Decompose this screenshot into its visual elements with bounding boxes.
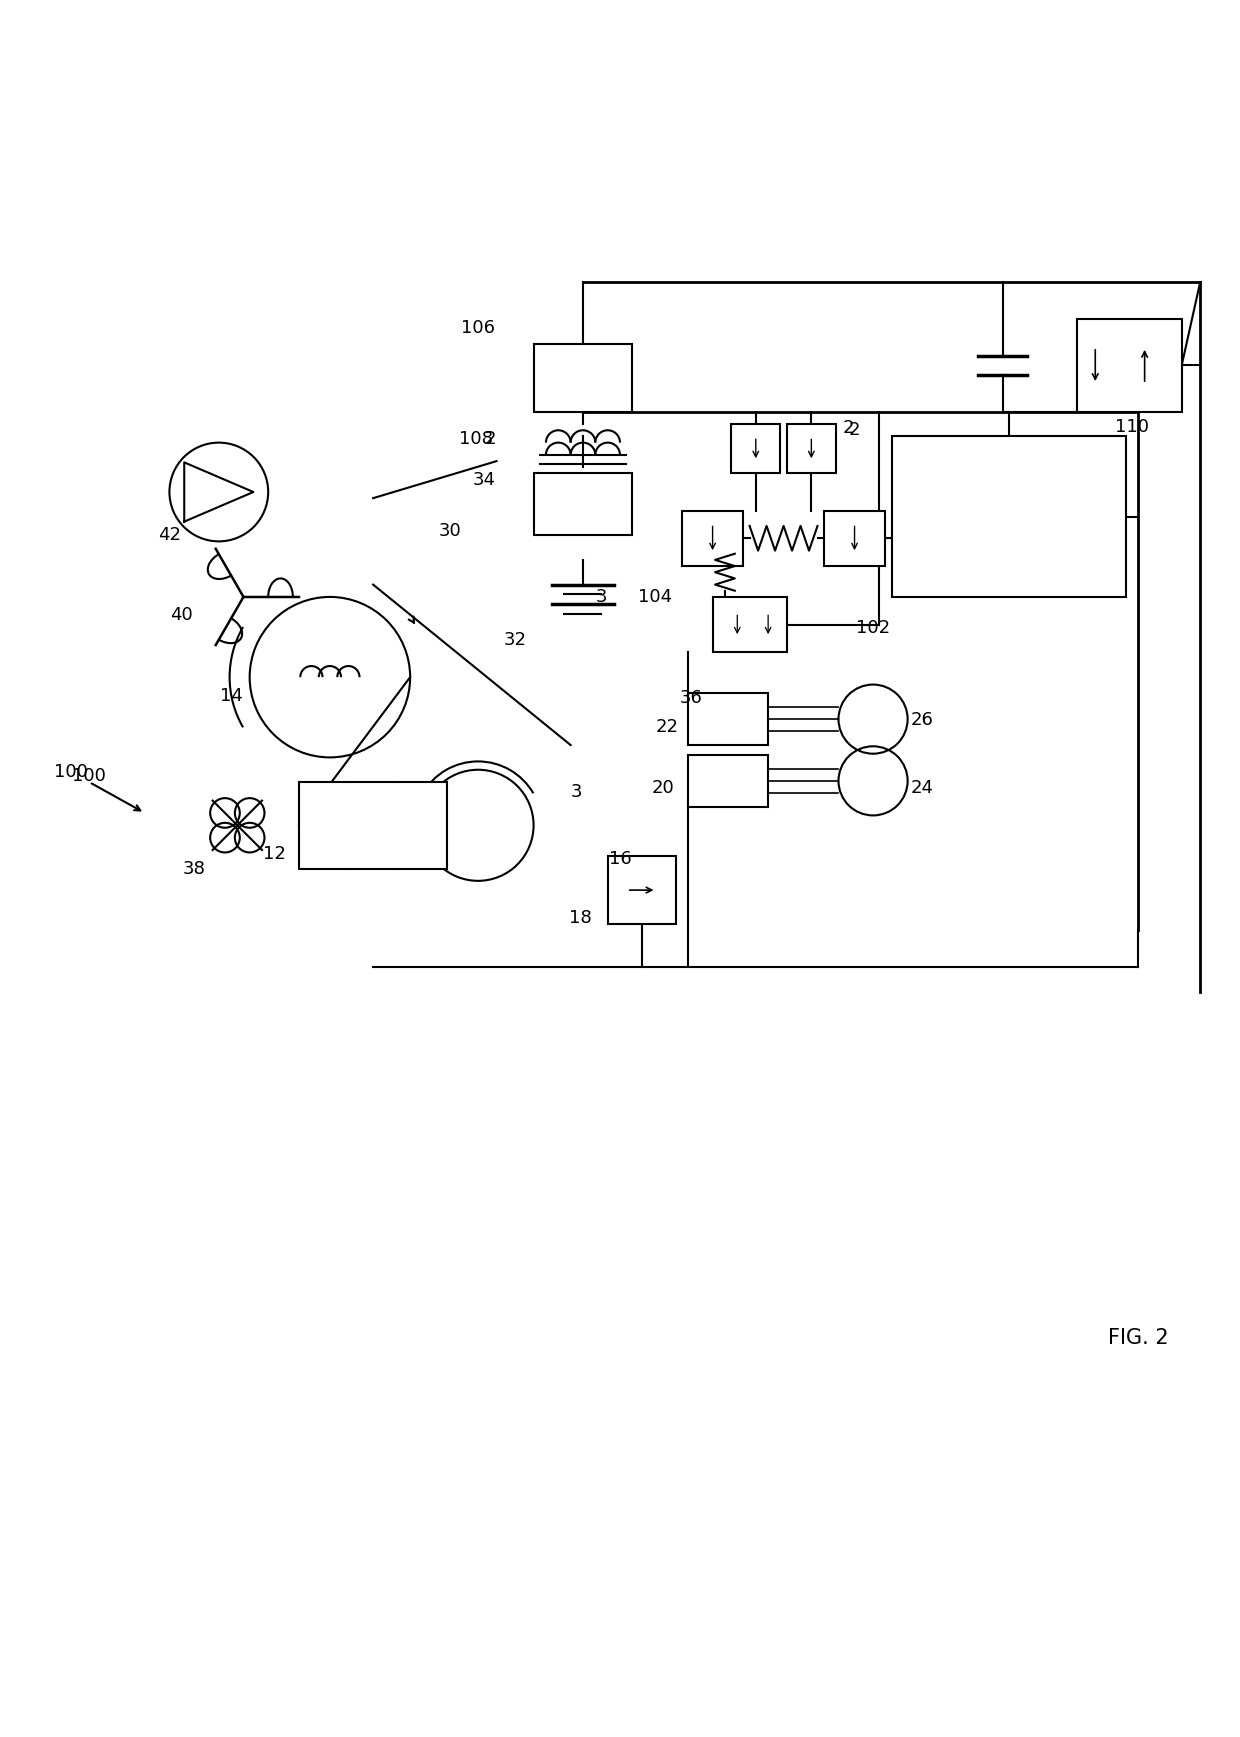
Text: 24: 24 <box>911 780 934 797</box>
Bar <box>533 344 632 412</box>
Text: 34: 34 <box>472 471 496 488</box>
Bar <box>1076 320 1182 412</box>
Text: 22: 22 <box>656 717 678 735</box>
Bar <box>688 756 768 806</box>
Text: 30: 30 <box>438 523 461 540</box>
Text: 32: 32 <box>503 631 527 650</box>
Text: 102: 102 <box>856 618 890 637</box>
Bar <box>892 436 1126 598</box>
Bar <box>533 474 632 535</box>
Bar <box>786 424 836 474</box>
Bar <box>732 424 780 474</box>
Text: 106: 106 <box>461 320 495 337</box>
Text: 26: 26 <box>911 712 934 730</box>
Bar <box>299 782 448 868</box>
Text: 2: 2 <box>848 422 859 439</box>
Bar <box>823 511 885 566</box>
Text: FIG. 2: FIG. 2 <box>1109 1327 1169 1348</box>
Text: 100: 100 <box>53 763 88 782</box>
Text: 3: 3 <box>595 587 608 606</box>
Text: 104: 104 <box>637 587 672 606</box>
Bar <box>682 511 744 566</box>
Text: 108: 108 <box>459 431 492 448</box>
Text: 42: 42 <box>157 526 181 544</box>
Bar <box>608 856 676 924</box>
Text: 12: 12 <box>263 844 285 863</box>
Bar <box>688 693 768 745</box>
Text: 2: 2 <box>485 431 496 448</box>
Text: 20: 20 <box>652 780 675 797</box>
Text: 3: 3 <box>572 783 583 801</box>
Text: 16: 16 <box>609 849 631 867</box>
Text: 40: 40 <box>170 606 193 624</box>
Text: 36: 36 <box>681 690 703 707</box>
Text: 38: 38 <box>182 860 206 877</box>
Bar <box>713 598 786 653</box>
Text: 18: 18 <box>569 908 591 928</box>
Text: 2: 2 <box>843 419 854 436</box>
Text: 14: 14 <box>219 686 243 705</box>
Text: 110: 110 <box>1115 417 1149 436</box>
Text: 100: 100 <box>72 768 107 785</box>
